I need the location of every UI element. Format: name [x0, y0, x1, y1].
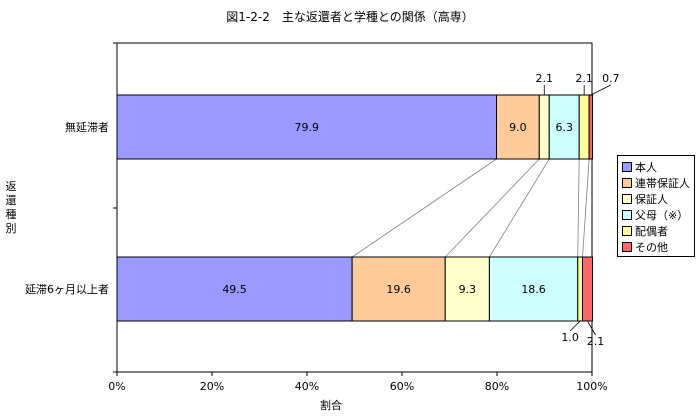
- bar-1-3: [488, 256, 579, 322]
- legend: 本人連帯保証人保証人父母（※） 配偶者その他: [617, 155, 695, 257]
- data-label-1-0: 49.5: [222, 283, 247, 296]
- x-tick-label-4: 80%: [485, 380, 509, 393]
- plot-area: [116, 42, 593, 373]
- connector-line-2: [489, 158, 550, 258]
- legend-label-3: 父母（※）: [635, 209, 689, 222]
- category-label-1: 延滞6ヶ月以上者: [25, 283, 109, 296]
- data-label-1-1: 19.6: [386, 283, 411, 296]
- legend-label-0: 本人: [635, 161, 657, 174]
- leader-line-0-5: [590, 84, 611, 96]
- bar-1-4: [577, 256, 583, 322]
- bar-0-2: [538, 94, 550, 160]
- data-label-1-2: 9.3: [459, 283, 477, 296]
- x-axis-label: 割合: [320, 399, 342, 412]
- bar-1-2: [444, 256, 490, 322]
- x-tick-label-3: 60%: [390, 380, 414, 393]
- legend-swatch-4: [622, 226, 632, 236]
- data-label-0-2: 2.1: [536, 72, 554, 85]
- data-label-1-3: 18.6: [521, 283, 546, 296]
- x-tick-label-5: 100%: [576, 380, 607, 393]
- bar-0-0: [116, 94, 498, 160]
- legend-swatch-5: [622, 242, 632, 252]
- legend-swatch-1: [622, 178, 632, 188]
- data-label-0-0: 79.9: [295, 121, 320, 134]
- leader-line-1-4: [569, 320, 581, 332]
- leader-line-1-5: [587, 320, 596, 336]
- legend-item-3: 父母（※）: [622, 207, 694, 223]
- y-axis-label: 返還種別: [5, 180, 17, 235]
- connector-line-3: [577, 158, 580, 258]
- bar-0-5: [588, 94, 593, 160]
- category-label-0: 無延滞者: [65, 120, 109, 134]
- chart-title: 図1-2-2 主な返還者と学種との関係（高専）: [226, 10, 474, 24]
- data-label-0-4: 2.1: [575, 72, 593, 85]
- data-label-0-1: 9.0: [509, 121, 527, 134]
- legend-label-1: 連帯保証人: [635, 177, 690, 190]
- data-label-1-5: 2.1: [587, 335, 605, 348]
- legend-item-4: 配偶者: [622, 223, 694, 239]
- data-label-0-3: 6.3: [555, 121, 573, 134]
- data-label-0-5: 0.7: [602, 72, 620, 85]
- bar-1-5: [582, 256, 593, 322]
- x-tick-label-0: 0%: [108, 380, 125, 393]
- connector-line-0: [351, 158, 497, 258]
- data-label-1-4: 1.0: [561, 331, 579, 344]
- x-tick-label-2: 40%: [295, 380, 319, 393]
- bar-0-4: [578, 94, 590, 160]
- legend-item-2: 保証人: [622, 191, 694, 207]
- legend-item-1: 連帯保証人: [622, 175, 694, 191]
- bar-1-1: [351, 256, 446, 322]
- legend-label-2: 保証人: [635, 193, 668, 206]
- legend-swatch-3: [622, 210, 632, 220]
- legend-swatch-0: [622, 162, 632, 172]
- legend-label-5: その他: [635, 241, 668, 254]
- x-tick-label-1: 20%: [200, 380, 224, 393]
- connector-line-1: [444, 158, 540, 258]
- legend-swatch-2: [622, 194, 632, 204]
- connector-line-4: [582, 158, 590, 258]
- bar-1-0: [116, 256, 353, 322]
- legend-item-0: 本人: [622, 159, 694, 175]
- bar-0-1: [496, 94, 540, 160]
- legend-label-4: 配偶者: [635, 225, 668, 238]
- legend-item-5: その他: [622, 239, 694, 255]
